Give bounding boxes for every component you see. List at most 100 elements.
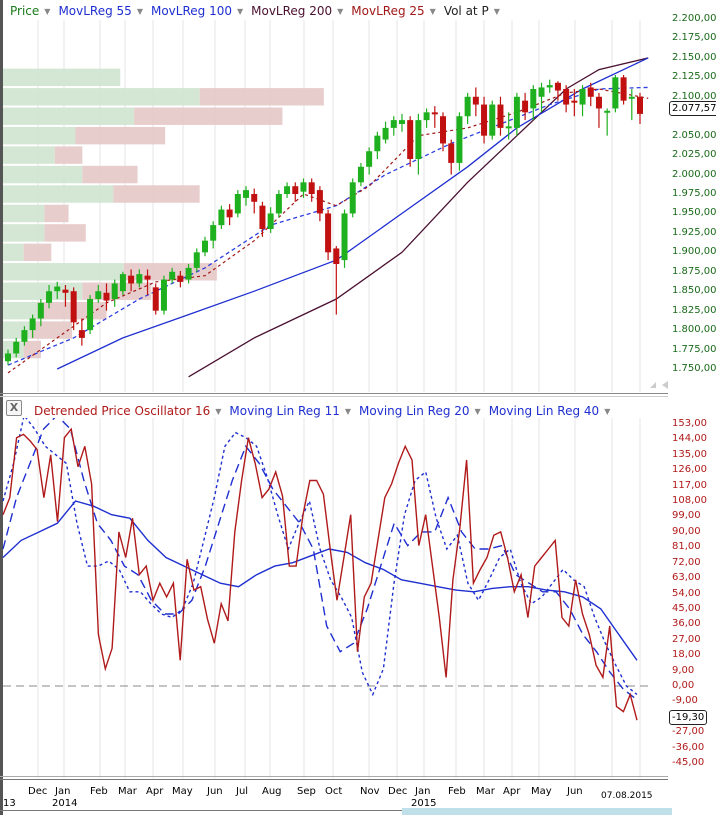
oscillator-tick-label: 72,00 <box>672 556 701 568</box>
legend-label: MovLReg 200 <box>251 4 333 18</box>
month-label: Aug <box>262 786 282 797</box>
dropdown-arrow-icon[interactable]: ▼ <box>136 6 143 16</box>
candlestick <box>136 274 143 284</box>
osc-legend-item[interactable]: Moving Lin Reg 20 ▼ <box>359 403 481 419</box>
dropdown-arrow-icon[interactable]: ▼ <box>429 6 436 16</box>
volume-profile-down-bar <box>30 321 73 339</box>
price-legend-item[interactable]: MovLReg 25 ▼ <box>351 3 436 19</box>
price-legend-item[interactable]: MovLReg 55 ▼ <box>58 3 143 19</box>
candlestick <box>341 213 348 261</box>
price-tick-label: 2.150,00 <box>672 51 716 63</box>
window-left-border <box>0 0 3 815</box>
candlestick <box>5 353 11 362</box>
candlestick <box>357 166 364 183</box>
scroll-left-icon[interactable] <box>662 381 668 389</box>
candlestick <box>78 330 85 338</box>
price-legend-item[interactable]: Price ▼ <box>10 3 50 19</box>
dropdown-arrow-icon[interactable]: ▼ <box>215 406 222 416</box>
candlestick <box>398 120 405 124</box>
candlestick <box>37 302 44 319</box>
month-label: Jun <box>567 786 583 797</box>
xaxis-top-line-2 <box>0 779 668 780</box>
candlestick <box>316 190 323 214</box>
candlestick <box>390 120 397 128</box>
oscillator-tick-label: 9,00 <box>672 664 695 676</box>
volume-profile-down-bar <box>134 107 283 125</box>
oscillator-tick-label: 63,00 <box>672 572 701 584</box>
volume-profile-up-bar <box>3 204 45 223</box>
candlestick <box>382 127 389 140</box>
close-indicator-button[interactable]: X <box>6 400 22 416</box>
oscillator-tick-label: 45,00 <box>672 602 701 614</box>
volume-profile-up-bar <box>3 126 76 145</box>
price-legend-item[interactable]: MovLReg 200 ▼ <box>251 3 343 19</box>
dropdown-arrow-icon[interactable]: ▼ <box>474 406 481 416</box>
candlestick <box>546 85 553 88</box>
oscillator-tick-label: 108,00 <box>672 495 707 507</box>
month-label: Feb <box>448 786 466 797</box>
oscillator-tick-label: 135,00 <box>672 448 707 460</box>
oscillator-tick-label: -9,00 <box>672 695 698 707</box>
price-tick-label: 1.850,00 <box>672 285 716 297</box>
legend-label: Moving Lin Reg 40 <box>488 404 600 418</box>
dropdown-arrow-icon[interactable]: ▼ <box>493 6 500 16</box>
price-legend-item[interactable]: Vol at P ▼ <box>444 3 500 19</box>
candlestick <box>21 330 28 342</box>
candlestick <box>111 283 118 299</box>
xaxis-bottom-line <box>0 810 668 811</box>
navigator-strip[interactable] <box>402 808 672 815</box>
osc-legend-item[interactable]: Moving Lin Reg 11 ▼ <box>229 403 351 419</box>
dropdown-arrow-icon[interactable]: ▼ <box>44 6 51 16</box>
dropdown-arrow-icon[interactable]: ▼ <box>236 6 244 16</box>
month-label: Apr <box>503 786 521 797</box>
month-label: Sep <box>297 786 316 797</box>
candlestick <box>530 89 537 109</box>
scroll-up-icon[interactable] <box>650 382 656 388</box>
candlestick <box>243 190 250 198</box>
legend-label: MovLReg 25 <box>351 4 425 18</box>
price-tick-label: 2.000,00 <box>672 168 716 180</box>
volume-profile-up-bar <box>3 88 200 106</box>
pane-separator[interactable] <box>0 393 668 394</box>
volume-profile-up-bar <box>3 146 55 164</box>
candlestick <box>70 291 77 323</box>
oscillator-tick-label: 153,00 <box>672 418 707 429</box>
legend-label: Price <box>10 4 40 18</box>
price-legend-item[interactable]: MovLReg 100 ▼ <box>151 3 243 19</box>
osc-legend-item[interactable]: Moving Lin Reg 40 ▼ <box>489 403 611 419</box>
candlestick <box>169 271 176 280</box>
candlestick <box>579 89 586 105</box>
candlestick <box>604 110 611 113</box>
candlestick <box>366 151 373 167</box>
month-label: Mar <box>118 786 137 797</box>
candlestick <box>251 194 258 202</box>
candlestick <box>308 182 315 194</box>
volume-profile-up-bar <box>3 243 24 262</box>
candlestick <box>29 318 36 331</box>
candlestick <box>374 135 381 152</box>
candlestick <box>119 274 126 292</box>
candlestick <box>620 77 627 101</box>
candlestick <box>128 275 135 284</box>
price-tick-label: 1.975,00 <box>672 188 716 199</box>
candlestick <box>464 96 471 117</box>
candlestick <box>275 194 282 214</box>
price-tick-label: 1.950,00 <box>672 207 716 219</box>
oscillator-tick-label: 144,00 <box>672 433 707 445</box>
candlestick <box>13 341 20 354</box>
price-chart-area[interactable] <box>0 0 668 393</box>
dropdown-arrow-icon[interactable]: ▼ <box>344 406 352 416</box>
oscillator-chart-area[interactable] <box>0 418 668 778</box>
xaxis-top-line <box>0 776 668 777</box>
dropdown-arrow-icon[interactable]: ▼ <box>337 6 344 16</box>
month-label: Nov <box>360 786 380 797</box>
candlestick <box>505 126 512 129</box>
candlestick <box>152 287 159 311</box>
oscillator-tick-label: 0,00 <box>672 679 695 691</box>
candlestick <box>87 299 94 331</box>
osc-legend-item[interactable]: Detrended Price Oscillator 16 ▼ <box>34 403 221 419</box>
legend-label: Detrended Price Oscillator 16 <box>34 404 211 418</box>
dropdown-arrow-icon[interactable]: ▼ <box>604 406 611 416</box>
time-axis[interactable]: Dec Jan Feb Mar Apr May Jun Jul Aug Sep Oct Nov Dec J… <box>0 780 668 810</box>
volume-profile-up-bar <box>3 107 135 125</box>
